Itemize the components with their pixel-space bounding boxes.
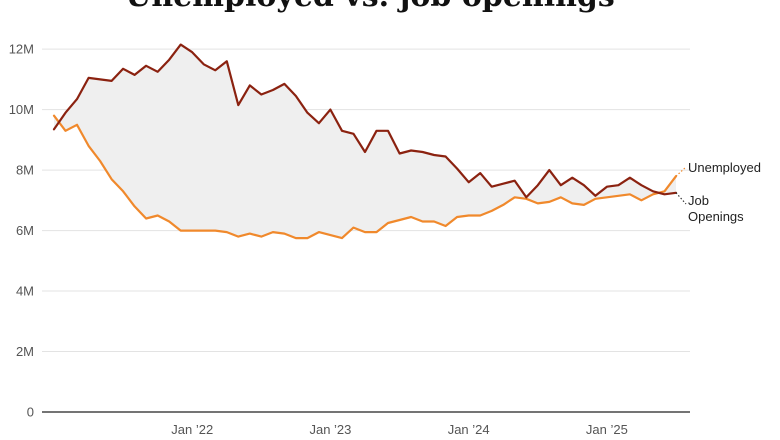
y-tick-label: 12M [9, 42, 34, 57]
x-axis-ticks: Jan ’22 Jan ’23 Jan ’24 Jan ’25 [171, 422, 628, 437]
job-openings-leader-line [675, 192, 687, 205]
series-line-job-openings [52, 43, 678, 199]
series-line-unemployed [52, 114, 678, 240]
y-tick-label: 4M [16, 284, 34, 299]
x-tick-label: Jan ’25 [586, 422, 628, 437]
unemployed-series-label: Unemployed [688, 160, 761, 175]
x-tick-label: Jan ’23 [309, 422, 351, 437]
y-axis-ticks: 0 2M 4M 6M 8M 10M 12M [9, 42, 34, 420]
x-tick-label: Jan ’22 [171, 422, 213, 437]
y-tick-label: 2M [16, 344, 34, 359]
job-openings-series-label: Job Openings [688, 193, 744, 224]
unemployed-leader-line [675, 166, 687, 177]
gap-area [54, 44, 676, 239]
y-tick-label: 6M [16, 223, 34, 238]
series-end-labels: Unemployed Job Openings [675, 160, 761, 224]
chart-title: Unemployed vs. job openings [125, 0, 615, 14]
x-tick-label: Jan ’24 [448, 422, 490, 437]
series-layer [52, 43, 678, 240]
y-tick-label: 10M [9, 102, 34, 117]
y-tick-label: 8M [16, 163, 34, 178]
y-tick-label: 0 [27, 405, 34, 420]
